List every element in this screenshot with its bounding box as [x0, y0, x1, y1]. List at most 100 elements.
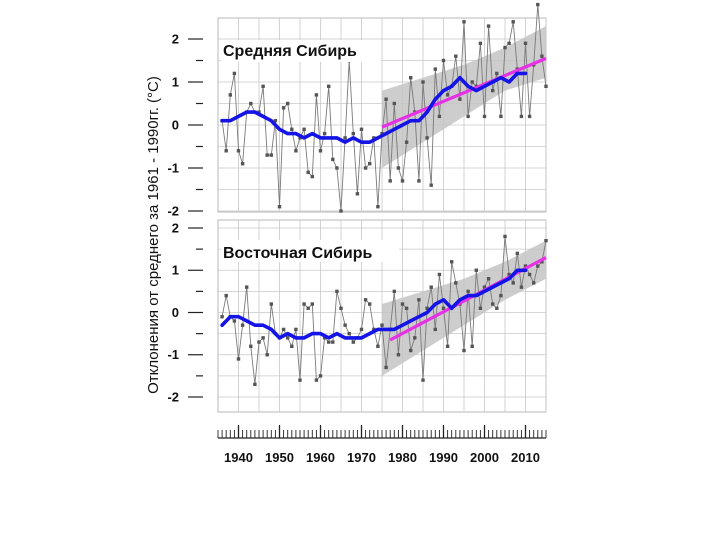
annual-point: [466, 114, 470, 119]
annual-point: [413, 336, 417, 340]
annual-point: [294, 327, 298, 332]
annual-point: [220, 315, 224, 319]
annual-point: [306, 306, 310, 310]
y-tick-label: 0: [172, 117, 179, 132]
annual-point: [265, 353, 269, 357]
annual-point: [429, 183, 433, 187]
annual-point: [302, 302, 306, 306]
annual-point: [425, 306, 429, 310]
panel-title: Средняя Сибирь: [223, 43, 357, 60]
y-axis-label: Отклонения от среднего за 1961 - 1990гг.…: [145, 76, 162, 394]
annual-point: [359, 327, 364, 332]
annual-point: [527, 272, 532, 277]
annual-point: [450, 260, 454, 264]
y-tick-label: -1: [167, 160, 179, 175]
annual-point: [269, 302, 273, 306]
annual-point: [417, 298, 421, 302]
annual-point: [445, 93, 450, 97]
annual-point: [495, 306, 499, 310]
annual-point: [314, 378, 319, 382]
annual-point: [503, 45, 507, 50]
annual-point: [314, 93, 319, 97]
annual-point: [433, 327, 437, 332]
smoothed-series-line: [220, 71, 528, 144]
annual-point: [306, 170, 310, 174]
annual-point: [380, 131, 384, 136]
annual-point: [363, 166, 368, 170]
annual-point: [355, 192, 360, 196]
annual-point: [294, 149, 298, 153]
annual-point: [257, 110, 261, 114]
annual-point: [236, 149, 241, 153]
annual-point: [409, 76, 413, 80]
annual-point: [544, 84, 548, 88]
x-tick-label: 2010: [511, 450, 540, 465]
y-tick-label: 1: [172, 74, 179, 89]
annual-point: [511, 20, 515, 24]
annual-point: [519, 285, 524, 289]
x-tick-label: 1960: [306, 450, 335, 465]
annual-point: [281, 106, 286, 110]
annual-point: [331, 157, 335, 162]
annual-point: [454, 54, 458, 58]
annual-point: [396, 353, 401, 357]
annual-point: [421, 378, 425, 382]
annual-point: [322, 131, 327, 136]
annual-point: [470, 80, 474, 84]
annual-point: [515, 251, 519, 256]
annual-point: [462, 348, 466, 353]
annual-point: [351, 340, 355, 344]
annual-point: [437, 114, 442, 119]
y-tick-label: -1: [167, 347, 179, 362]
annual-point: [228, 93, 232, 97]
annual-point: [392, 101, 396, 106]
annual-point: [240, 162, 245, 166]
annual-point: [523, 41, 528, 45]
x-tick-label: 1990: [429, 450, 458, 465]
annual-point: [523, 264, 528, 268]
annual-point: [318, 374, 323, 378]
annual-point: [433, 67, 437, 71]
y-tick-label: 2: [172, 220, 179, 235]
annual-point: [454, 281, 458, 285]
y-tick-label: 0: [172, 305, 179, 320]
annual-point: [318, 149, 323, 153]
annual-point: [269, 153, 273, 157]
annual-point: [335, 289, 339, 294]
annual-point: [359, 127, 364, 131]
annual-point: [335, 166, 339, 170]
y-tick-label: -2: [167, 203, 179, 218]
annual-point: [404, 306, 409, 310]
annual-point: [507, 41, 511, 45]
annual-point: [536, 2, 540, 7]
annual-point: [441, 58, 446, 63]
annual-point: [384, 97, 388, 101]
annual-point: [388, 179, 392, 183]
trend-line: [381, 56, 547, 129]
annual-point: [302, 127, 306, 131]
panel-title-background: [221, 240, 399, 262]
annual-point: [343, 136, 347, 140]
annual-point: [458, 97, 462, 101]
annual-point: [372, 327, 376, 332]
annual-point: [409, 348, 413, 353]
annual-point: [343, 323, 347, 327]
annual-point: [421, 80, 425, 84]
annual-point: [392, 289, 396, 294]
annual-point: [310, 174, 314, 179]
annual-point: [261, 84, 265, 88]
annual-point: [400, 179, 405, 183]
confidence-band: [382, 26, 546, 168]
annual-point: [511, 281, 515, 285]
annual-point: [368, 162, 372, 166]
annual-point: [486, 24, 491, 28]
panel-title-background: [221, 40, 381, 62]
panel-central-siberia: 2 1 0 -1 -2 Средняя Сибирь: [167, 2, 548, 218]
annual-point: [417, 179, 421, 183]
annual-point: [322, 336, 327, 340]
annual-point: [261, 336, 265, 340]
annual-point: [376, 344, 380, 348]
panel-eastern-siberia: 2 1 0 -1 -2 Восточная Сибирь: [167, 219, 548, 413]
annual-point: [331, 340, 335, 344]
annual-point: [491, 302, 495, 306]
